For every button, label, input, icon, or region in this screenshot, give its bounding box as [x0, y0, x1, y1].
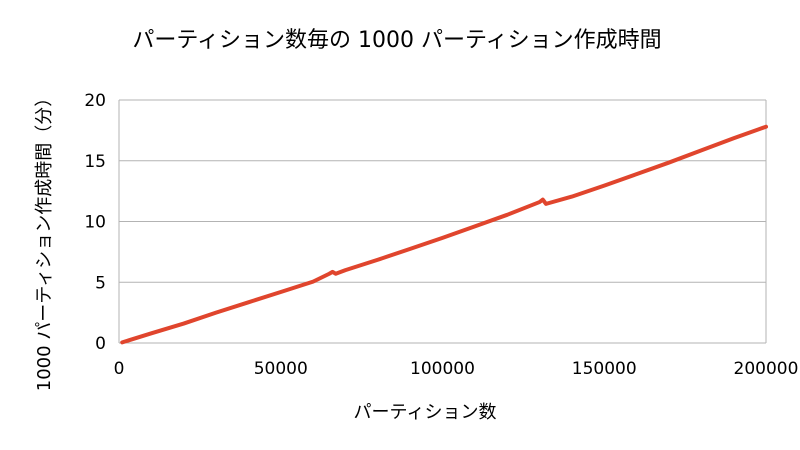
x-tick-label: 100000 [410, 359, 475, 379]
y-axis-title: 1000 パーティション作成時間（分） [34, 89, 55, 391]
x-tick-label: 200000 [734, 359, 799, 379]
series-layer [120, 124, 768, 345]
x-tick-label: 0 [114, 359, 125, 379]
y-tick-label: 0 [95, 334, 106, 354]
x-tick-label: 50000 [254, 359, 308, 379]
y-tick-label: 5 [95, 273, 106, 293]
series-line-0 [120, 124, 768, 345]
x-axis-title: パーティション数 [354, 402, 497, 423]
y-tick-label: 15 [84, 152, 106, 172]
y-tick-label: 10 [84, 213, 106, 233]
tick-labels: 0 5 10 15 20 0 50000 100000 150000 200000 [84, 91, 798, 379]
gridlines [119, 99, 766, 344]
axes [118, 100, 767, 343]
x-tick-label: 150000 [572, 359, 637, 379]
y-tick-label: 20 [84, 91, 106, 111]
chart-title: パーティション数毎の 1000 パーティション作成時間 [132, 28, 661, 53]
